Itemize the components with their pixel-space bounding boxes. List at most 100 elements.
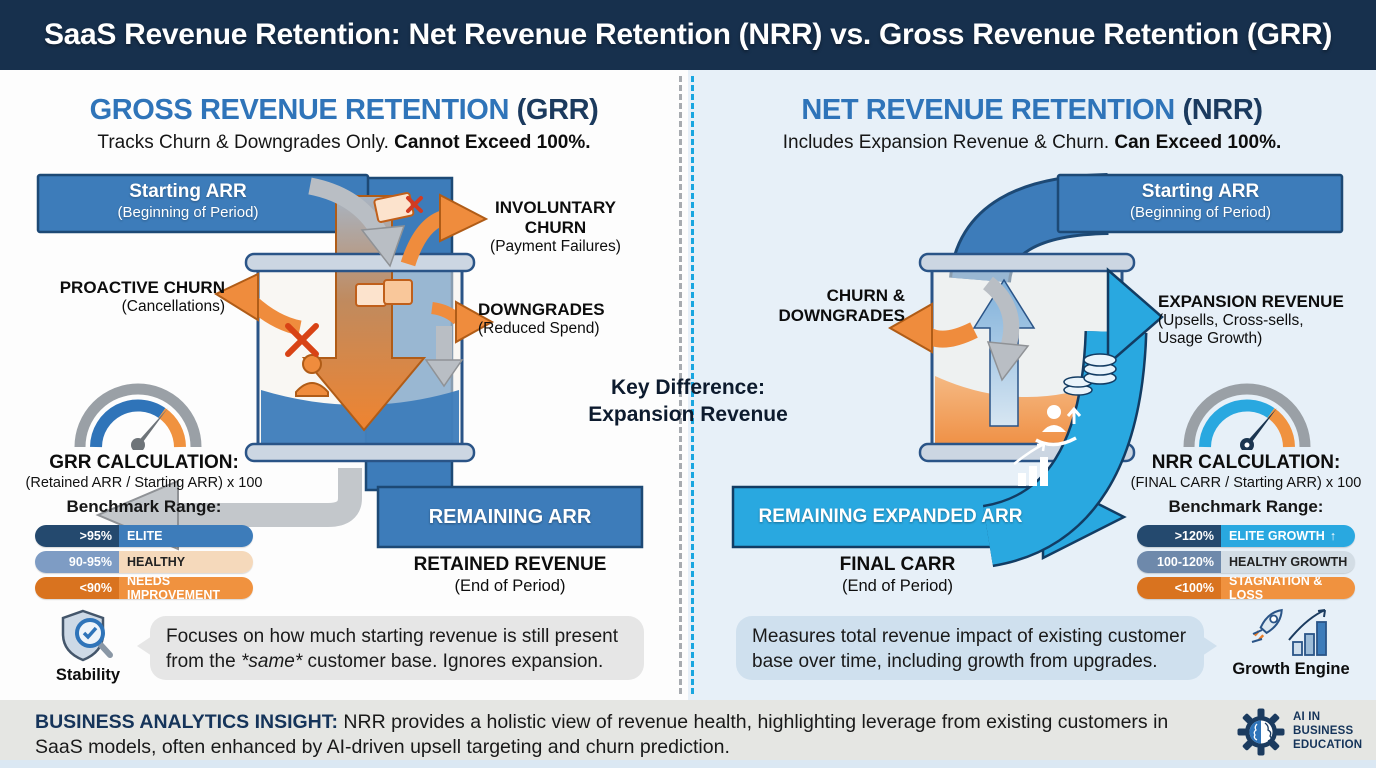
stability-badge: Stability — [38, 608, 138, 685]
benchmark-range: <100% — [1137, 577, 1221, 599]
grr-subtitle-bold: Cannot Exceed 100%. — [394, 132, 591, 153]
grr-gauge-icon — [74, 383, 202, 450]
nrr-calc-title: NRR CALCULATION: — [1151, 452, 1341, 473]
nrr-calculation-block: NRR CALCULATION: (FINAL CARR / Starting … — [1120, 452, 1372, 599]
starting-arr-banner-right — [1056, 173, 1344, 234]
insight-body: NRR provides a holistic view of revenue … — [35, 711, 1169, 759]
coins-icon — [1063, 353, 1117, 396]
grr-note-bubble: Focuses on how much starting revenue is … — [137, 616, 644, 680]
nrr-note-text: Measures total revenue impact of existin… — [752, 626, 1187, 673]
benchmark-label: HEALTHY GROWTH — [1221, 551, 1355, 573]
container-top-lid — [244, 252, 476, 273]
benchmark-range: 90-95% — [35, 551, 119, 573]
benchmark-range: 100-120% — [1137, 551, 1221, 573]
broken-card-icon — [355, 279, 413, 307]
failed-payment-card-icon — [373, 192, 423, 223]
title-bar: SaaS Revenue Retention: Net Revenue Rete… — [0, 0, 1376, 70]
growth-engine-label: Growth Engine — [1232, 660, 1350, 678]
bottom-accent-strip — [0, 760, 1376, 768]
grr-note-text-2: customer base. Ignores expansion. — [302, 651, 604, 673]
insight-bar: BUSINESS ANALYTICS INSIGHT: NRR provides… — [0, 700, 1376, 760]
grr-flow-diagram — [36, 173, 644, 551]
nrr-calc-formula: (FINAL CARR / Starting ARR) x 100 — [1130, 475, 1362, 491]
remaining-arr-label: REMAINING ARR — [428, 505, 592, 528]
inflow-gray-arrow — [308, 177, 406, 268]
grr-benchmark-needs-improvement: <90% NEEDS IMPROVEMENT — [35, 577, 253, 599]
shield-check-icon — [61, 609, 113, 662]
insight-label: BUSINESS ANALYTICS INSIGHT: — [35, 711, 339, 733]
container-bottom-lid — [244, 442, 476, 463]
grr-heading-main: GROSS REVENUE RETENTION — [89, 94, 510, 126]
nrr-subtitle-normal: Includes Expansion Revenue & Churn. — [782, 132, 1115, 153]
benchmark-range: >95% — [35, 525, 119, 547]
benchmark-range: >120% — [1137, 525, 1221, 547]
gear-brain-logo-icon — [1237, 708, 1285, 756]
benchmark-label: ELITE GROWTH — [1229, 529, 1325, 543]
key-difference-label: Key Difference: Expansion Revenue — [588, 376, 788, 427]
nrr-subtitle: Includes Expansion Revenue & Churn. Can … — [710, 132, 1354, 154]
divider-dashed-gray — [679, 76, 682, 694]
benchmark-label: NEEDS IMPROVEMENT — [119, 577, 253, 599]
starting-arr-title: Starting ARR — [129, 181, 247, 202]
nrr-heading: NET REVENUE RETENTION (NRR) — [718, 94, 1346, 127]
rocket-growth-icon — [1251, 608, 1327, 656]
benchmark-label: STAGNATION & LOSS — [1221, 577, 1355, 599]
grr-calc-title: GRR CALCULATION: — [49, 452, 239, 473]
starting-arr-sub: (Beginning of Period) — [117, 203, 259, 221]
stability-label: Stability — [55, 666, 121, 684]
page-title: SaaS Revenue Retention: Net Revenue Rete… — [43, 18, 1333, 51]
nrr-note-bubble: Measures total revenue impact of existin… — [736, 616, 1217, 680]
container-top-lid-right — [918, 252, 1136, 273]
involuntary-churn-label: INVOLUNTARY CHURN (Payment Failures) — [490, 198, 621, 256]
grr-benchmark-title: Benchmark Range: — [66, 497, 222, 516]
proactive-churn-label: PROACTIVE CHURN (Cancellations) — [59, 278, 225, 316]
benchmark-range: <90% — [35, 577, 119, 599]
grr-calculation-block: GRR CALCULATION: (Retained ARR / Startin… — [18, 452, 270, 599]
grr-note-emphasis: *same* — [240, 651, 303, 673]
grr-benchmark-elite: >95% ELITE — [35, 525, 253, 547]
remaining-expanded-arr-label: REMAINING EXPANDED ARR — [758, 506, 1023, 527]
brand-logo: AI IN BUSINESS EDUCATION — [1236, 707, 1362, 757]
involuntary-churn-arrow — [400, 193, 489, 267]
divider-dashed-blue — [691, 76, 694, 694]
benchmark-label: HEALTHY — [119, 551, 253, 573]
cancelled-user-icon — [285, 323, 329, 397]
insight-text: BUSINESS ANALYTICS INSIGHT: NRR provides… — [35, 710, 1205, 761]
downgrades-arrow — [424, 300, 495, 388]
grr-subtitle-normal: Tracks Churn & Downgrades Only. — [97, 132, 395, 153]
retained-revenue-label: RETAINED REVENUE (End of Period) — [413, 554, 607, 595]
nrr-heading-main: NET REVENUE RETENTION — [801, 94, 1175, 126]
grr-starting-arr-label: Starting ARR (Beginning of Period) — [38, 181, 338, 222]
nrr-benchmark-elite-growth: >120% ELITE GROWTH ↑ — [1137, 525, 1355, 547]
churn-gray-arrow — [982, 276, 1030, 382]
final-carr-label: FINAL CARR (End of Period) — [839, 554, 956, 595]
grr-subtitle: Tracks Churn & Downgrades Only. Cannot E… — [22, 132, 666, 154]
grr-benchmark-healthy: 90-95% HEALTHY — [35, 551, 253, 573]
brand-logo-text: AI IN BUSINESS EDUCATION — [1293, 711, 1363, 751]
nrr-benchmark-healthy-growth: 100-120% HEALTHY GROWTH — [1137, 551, 1355, 573]
nrr-gauge-icon — [1183, 383, 1311, 450]
nrr-flow-diagram — [731, 173, 1344, 568]
growth-chart-icon — [1013, 442, 1048, 486]
up-arrow-icon: ↑ — [1329, 529, 1337, 543]
nrr-subtitle-bold: Can Exceed 100%. — [1114, 132, 1282, 153]
grr-note-text: Focuses on how much starting revenue is … — [166, 626, 618, 673]
grr-heading-paren: (GRR) — [509, 94, 599, 126]
remaining-arr-band — [376, 485, 644, 549]
grr-heading: GROSS REVENUE RETENTION (GRR) — [30, 94, 658, 127]
churn-downgrades-label: CHURN & DOWNGRADES — [778, 286, 905, 326]
upsell-customer-icon — [1035, 405, 1082, 447]
expansion-revenue-label: EXPANSION REVENUE (Upsells, Cross-sells,… — [1158, 292, 1344, 348]
nrr-benchmark-stagnation: <100% STAGNATION & LOSS — [1137, 577, 1355, 599]
nrr-starting-arr-label: Starting ARR (Beginning of Period) — [1130, 181, 1271, 221]
churn-downgrades-arrow — [887, 302, 978, 354]
proactive-churn-arrow — [213, 272, 302, 336]
nrr-benchmark-title: Benchmark Range: — [1168, 497, 1324, 516]
grr-calc-formula: (Retained ARR / Starting ARR) x 100 — [25, 475, 263, 491]
nrr-heading-paren: (NRR) — [1174, 94, 1263, 126]
growth-engine-badge: Growth Engine — [1230, 604, 1352, 679]
benchmark-label: ELITE — [119, 525, 253, 547]
churn-down-arrow — [301, 195, 427, 432]
downgrades-label: DOWNGRADES (Reduced Spend) — [478, 300, 605, 338]
